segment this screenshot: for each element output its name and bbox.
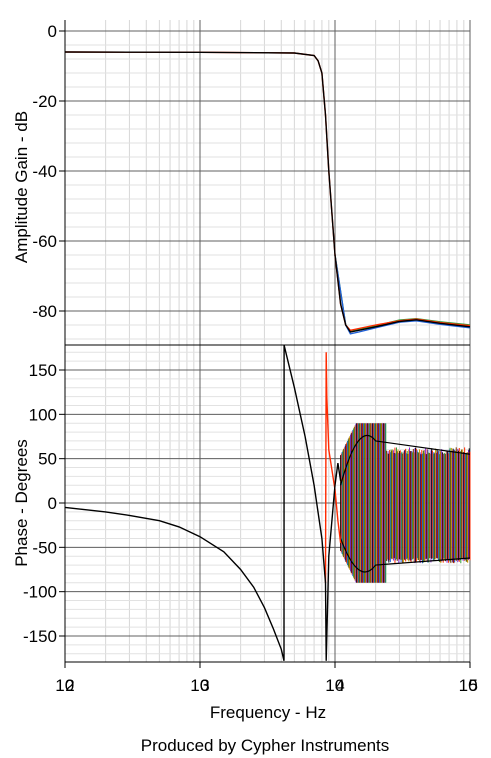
amp-tick-label: -80 (32, 302, 57, 321)
phase-lower-envelope (340, 538, 471, 573)
amp-tick-label: -40 (32, 162, 57, 181)
amplitude-y-axis-label: Amplitude Gain - dB (12, 111, 31, 263)
phase-series-line (64, 345, 342, 661)
phase-tick-label: 0 (48, 494, 57, 513)
phase-upper-envelope (340, 435, 471, 486)
phase-tick-label: -50 (32, 538, 57, 557)
phase-tick-label: 100 (29, 405, 57, 424)
phase-series-line (324, 352, 342, 583)
footer-credit: Produced by Cypher Instruments (141, 736, 390, 755)
phase-tick-label: 50 (38, 450, 57, 469)
phase-tick-label: -100 (23, 583, 57, 602)
phase-panel: 150 100 50 0 -50 -100 -150 102 103 104 105 (23, 344, 478, 695)
x-tick-label: 103 (190, 676, 209, 695)
phase-tick-label: 150 (29, 361, 57, 380)
amp-plot-area (65, 20, 470, 345)
phase-y-axis-label: Phase - Degrees (12, 439, 31, 567)
amp-tick-label: -20 (32, 92, 57, 111)
amp-tick-label: 0 (48, 22, 57, 41)
amplitude-panel: 0 -20 -40 -60 -80 (32, 20, 471, 345)
phase-tick-label: -150 (23, 627, 57, 646)
amp-series-line (64, 51, 471, 333)
x-tick-label: 105 (459, 676, 478, 695)
amp-tick-label: -60 (32, 232, 57, 251)
x-tick-label: 102 (55, 676, 74, 695)
x-axis-label: Frequency - Hz (210, 703, 326, 722)
x-tick-label: 104 (325, 676, 344, 695)
